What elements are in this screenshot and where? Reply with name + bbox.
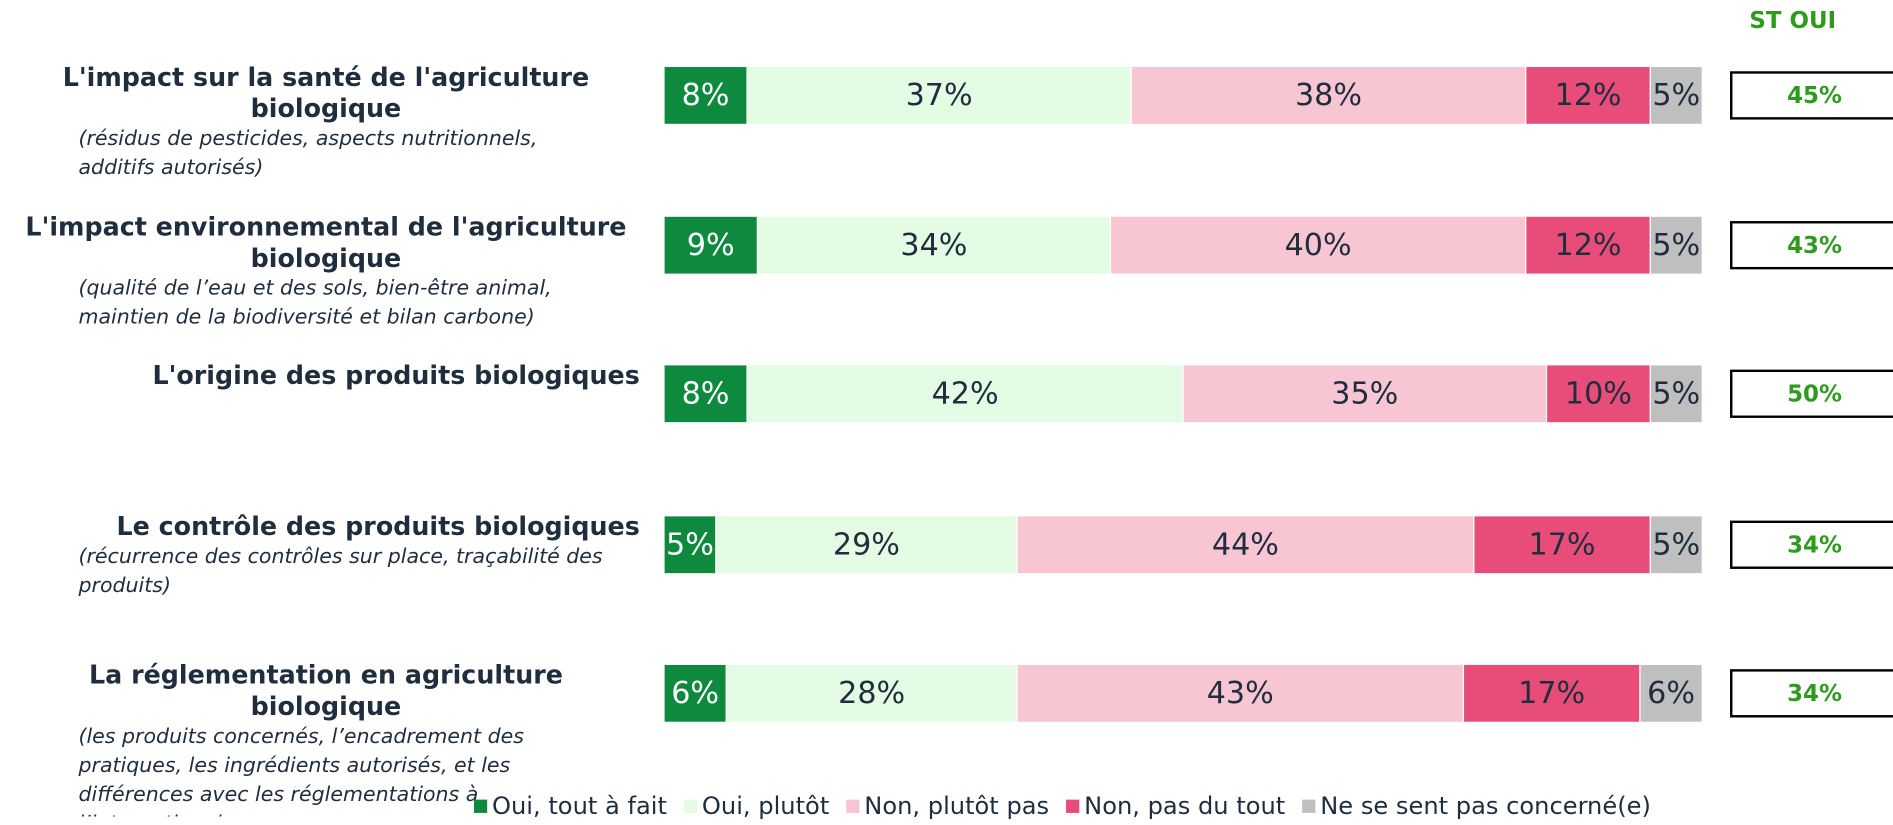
value-label: 38% bbox=[1295, 78, 1362, 113]
bar-segment bbox=[1525, 215, 1651, 275]
category-title: L'origine des produits biologiques bbox=[152, 361, 640, 391]
category-subtitle: (récurrence des contrôles sur place, tra… bbox=[78, 544, 603, 598]
category-subtitle: (qualité de l’eau et des sols, bien-être… bbox=[78, 276, 552, 330]
total-box bbox=[1730, 369, 1893, 418]
bar-segment bbox=[1016, 663, 1465, 723]
bar-segment bbox=[663, 65, 748, 126]
bar-segment bbox=[1639, 663, 1703, 723]
bar-segment bbox=[715, 515, 1018, 575]
value-label: 8% bbox=[682, 376, 730, 411]
legend-label: Oui, plutôt bbox=[702, 792, 829, 820]
value-label: 37% bbox=[906, 78, 973, 113]
total-label: 34% bbox=[1787, 532, 1842, 558]
legend-label: Ne se sent pas concerné(e) bbox=[1320, 792, 1651, 820]
bar-segment bbox=[746, 364, 1184, 424]
category-label: L'impact sur la santé de l'agriculture b… bbox=[0, 62, 640, 183]
bar-segment bbox=[1462, 663, 1641, 723]
value-label: 10% bbox=[1565, 376, 1632, 411]
bar-segment bbox=[663, 515, 717, 575]
total-box bbox=[1730, 221, 1893, 270]
category-label: L'origine des produits biologiques bbox=[0, 360, 640, 391]
bar-segment bbox=[1016, 515, 1475, 575]
value-label: 44% bbox=[1212, 527, 1279, 562]
value-label: 9% bbox=[687, 228, 735, 263]
legend-swatch bbox=[1302, 799, 1316, 813]
total-label: 34% bbox=[1787, 681, 1842, 707]
total-header: ST OUI bbox=[1749, 8, 1836, 34]
total-box bbox=[1730, 520, 1893, 569]
value-label: 5% bbox=[1652, 376, 1700, 411]
value-label: 40% bbox=[1285, 228, 1352, 263]
value-label: 5% bbox=[1652, 527, 1700, 562]
legend-label: Oui, tout à fait bbox=[492, 792, 667, 820]
bar-segment bbox=[663, 364, 748, 424]
bar-segment bbox=[746, 65, 1132, 126]
bar-segment bbox=[1649, 364, 1703, 424]
legend-label: Non, plutôt pas bbox=[864, 792, 1049, 820]
category-label-box: L'impact environnemental de l'agricultur… bbox=[0, 211, 640, 332]
bar-segment bbox=[663, 215, 759, 275]
total-label: 43% bbox=[1787, 233, 1842, 259]
value-label: 42% bbox=[932, 376, 999, 411]
bar-segment bbox=[1525, 65, 1651, 126]
value-label: 28% bbox=[838, 676, 905, 711]
legend-swatch bbox=[1066, 799, 1080, 813]
total-box bbox=[1730, 669, 1893, 718]
value-label: 12% bbox=[1555, 228, 1622, 263]
category-title: La réglementation en agriculture biologi… bbox=[88, 660, 563, 722]
value-label: 17% bbox=[1518, 676, 1585, 711]
bar-segment bbox=[725, 663, 1018, 723]
value-label: 8% bbox=[682, 78, 730, 113]
legend-swatch bbox=[683, 799, 698, 813]
category-title: Le contrôle des produits biologiques bbox=[116, 512, 640, 542]
value-label: 6% bbox=[1647, 676, 1695, 711]
value-label: 43% bbox=[1207, 676, 1274, 711]
value-label: 5% bbox=[1652, 78, 1700, 113]
legend-swatch bbox=[473, 799, 488, 813]
total-box bbox=[1730, 71, 1893, 120]
bar-segment bbox=[1545, 364, 1651, 424]
value-label: 5% bbox=[666, 527, 714, 562]
bar-segment bbox=[1182, 364, 1548, 424]
legend: Oui, tout à fait Oui, plutôt Non, plutôt p… bbox=[473, 792, 1651, 820]
category-label: La réglementation en agriculture biologi… bbox=[0, 660, 640, 817]
value-label: 12% bbox=[1555, 78, 1622, 113]
category-label: L'impact environnemental de l'agricultur… bbox=[0, 211, 640, 332]
category-label: Le contrôle des produits biologiques (réc… bbox=[0, 511, 640, 600]
total-label: 45% bbox=[1787, 83, 1842, 109]
bar-segment bbox=[663, 663, 727, 723]
value-label: 5% bbox=[1652, 228, 1700, 263]
category-subtitle: (résidus de pesticides, aspects nutritio… bbox=[78, 126, 538, 180]
category-title: L'impact environnemental de l'agricultur… bbox=[25, 212, 627, 273]
bar-segment bbox=[1649, 515, 1703, 575]
category-subtitle: (les produits concernés, l’encadrement d… bbox=[78, 724, 524, 817]
value-label: 34% bbox=[900, 228, 967, 263]
value-label: 29% bbox=[833, 527, 900, 562]
bar-segment bbox=[1649, 65, 1703, 126]
legend-label: Non, pas du tout bbox=[1084, 792, 1285, 820]
value-label: 6% bbox=[671, 676, 719, 711]
category-label-box: L'impact sur la santé de l'agriculture b… bbox=[0, 62, 640, 183]
legend-swatch bbox=[846, 799, 860, 813]
value-label: 35% bbox=[1331, 376, 1398, 411]
total-label: 50% bbox=[1787, 381, 1842, 407]
category-title: L'impact sur la santé de l'agriculture b… bbox=[62, 62, 590, 124]
category-label-box: La réglementation en agriculture biologi… bbox=[0, 660, 640, 817]
category-label-box: L'origine des produits biologiques bbox=[0, 360, 640, 391]
bar-segment bbox=[1649, 215, 1703, 275]
bar-segment bbox=[1130, 65, 1527, 126]
value-label: 17% bbox=[1529, 527, 1596, 562]
category-label-box: Le contrôle des produits biologiques(réc… bbox=[0, 511, 640, 600]
